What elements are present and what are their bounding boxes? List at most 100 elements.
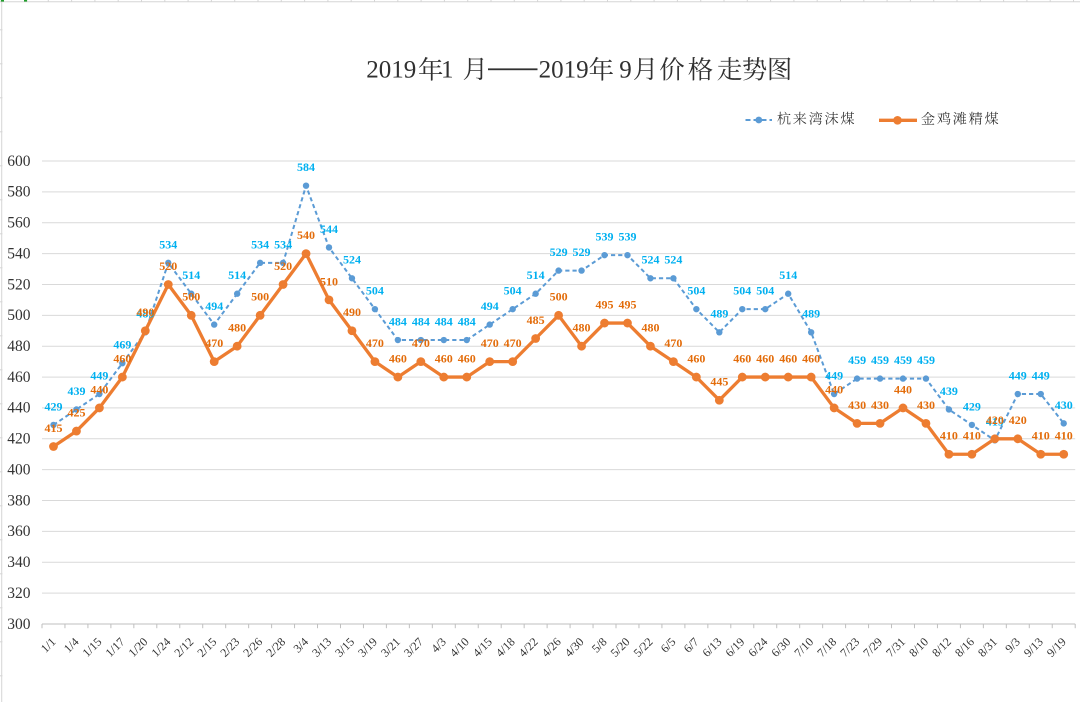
svg-text:544: 544 <box>320 222 338 236</box>
svg-text:500: 500 <box>550 290 568 304</box>
svg-text:430: 430 <box>848 398 866 412</box>
svg-text:494: 494 <box>481 299 499 313</box>
svg-text:420: 420 <box>1009 413 1027 427</box>
svg-text:460: 460 <box>802 351 820 365</box>
svg-text:520: 520 <box>274 259 292 273</box>
svg-text:470: 470 <box>504 336 522 350</box>
svg-text:460: 460 <box>458 351 476 365</box>
svg-text:514: 514 <box>527 268 545 282</box>
svg-text:520: 520 <box>7 276 31 293</box>
svg-text:430: 430 <box>917 398 935 412</box>
svg-text:480: 480 <box>641 321 659 335</box>
svg-text:510: 510 <box>320 274 338 288</box>
svg-text:320: 320 <box>7 585 31 602</box>
svg-text:420: 420 <box>986 413 1004 427</box>
svg-text:430: 430 <box>871 398 889 412</box>
svg-text:410: 410 <box>940 429 958 443</box>
svg-text:600: 600 <box>7 153 31 170</box>
svg-text:539: 539 <box>596 230 614 244</box>
svg-text:430: 430 <box>1055 398 1073 412</box>
svg-text:489: 489 <box>136 307 154 321</box>
svg-text:514: 514 <box>182 268 200 282</box>
svg-text:2019: 2019 <box>539 56 589 83</box>
svg-text:449: 449 <box>90 368 108 382</box>
svg-text:439: 439 <box>67 384 85 398</box>
svg-text:470: 470 <box>205 336 223 350</box>
svg-text:440: 440 <box>90 382 108 396</box>
svg-text:514: 514 <box>228 268 246 282</box>
svg-text:449: 449 <box>1009 368 1027 382</box>
svg-text:520: 520 <box>159 259 177 273</box>
svg-text:504: 504 <box>733 284 751 298</box>
svg-text:459: 459 <box>917 353 935 367</box>
svg-text:470: 470 <box>366 336 384 350</box>
svg-text:419: 419 <box>986 415 1004 429</box>
svg-text:529: 529 <box>550 245 568 259</box>
svg-text:580: 580 <box>7 184 31 201</box>
svg-text:449: 449 <box>825 368 843 382</box>
svg-text:489: 489 <box>802 307 820 321</box>
svg-text:560: 560 <box>7 215 31 232</box>
svg-text:460: 460 <box>113 351 131 365</box>
svg-text:480: 480 <box>7 338 31 355</box>
svg-text:440: 440 <box>7 400 31 417</box>
svg-text:459: 459 <box>894 353 912 367</box>
svg-text:420: 420 <box>7 431 31 448</box>
svg-text:429: 429 <box>44 399 62 413</box>
svg-text:470: 470 <box>412 336 430 350</box>
svg-text:445: 445 <box>710 375 728 389</box>
svg-text:504: 504 <box>756 284 774 298</box>
svg-text:470: 470 <box>664 336 682 350</box>
svg-text:2019: 2019 <box>366 56 416 83</box>
svg-text:490: 490 <box>136 305 154 319</box>
svg-text:504: 504 <box>504 284 522 298</box>
svg-text:340: 340 <box>7 554 31 571</box>
svg-text:539: 539 <box>618 230 636 244</box>
svg-text:584: 584 <box>297 160 315 174</box>
svg-text:494: 494 <box>205 299 223 313</box>
svg-text:540: 540 <box>7 245 31 262</box>
svg-text:425: 425 <box>67 405 85 419</box>
svg-text:380: 380 <box>7 492 31 509</box>
svg-text:439: 439 <box>940 384 958 398</box>
svg-text:469: 469 <box>113 338 131 352</box>
svg-text:484: 484 <box>412 314 430 328</box>
svg-text:524: 524 <box>343 253 361 267</box>
svg-text:460: 460 <box>435 351 453 365</box>
svg-text:415: 415 <box>44 421 62 435</box>
svg-text:429: 429 <box>963 399 981 413</box>
svg-text:459: 459 <box>848 353 866 367</box>
svg-text:9: 9 <box>619 56 632 83</box>
svg-text:484: 484 <box>458 314 476 328</box>
svg-text:470: 470 <box>481 336 499 350</box>
svg-text:410: 410 <box>963 429 981 443</box>
svg-text:480: 480 <box>573 321 591 335</box>
svg-text:490: 490 <box>343 305 361 319</box>
svg-text:410: 410 <box>1055 429 1073 443</box>
svg-text:504: 504 <box>366 284 384 298</box>
svg-text:534: 534 <box>274 237 292 251</box>
svg-text:440: 440 <box>894 382 912 396</box>
svg-text:459: 459 <box>871 353 889 367</box>
svg-text:400: 400 <box>7 461 31 478</box>
svg-text:489: 489 <box>710 307 728 321</box>
svg-text:485: 485 <box>527 313 545 327</box>
svg-text:534: 534 <box>251 237 269 251</box>
svg-text:495: 495 <box>618 297 636 311</box>
svg-text:449: 449 <box>1032 368 1050 382</box>
svg-text:514: 514 <box>779 268 797 282</box>
svg-text:500: 500 <box>251 290 269 304</box>
svg-text:529: 529 <box>573 245 591 259</box>
svg-text:460: 460 <box>779 351 797 365</box>
svg-text:460: 460 <box>733 351 751 365</box>
svg-text:484: 484 <box>389 314 407 328</box>
svg-text:534: 534 <box>159 237 177 251</box>
svg-text:504: 504 <box>687 284 705 298</box>
svg-text:300: 300 <box>7 616 31 633</box>
svg-text:524: 524 <box>641 253 659 267</box>
svg-text:460: 460 <box>389 351 407 365</box>
svg-text:1: 1 <box>441 56 454 83</box>
svg-text:440: 440 <box>825 382 843 396</box>
svg-text:410: 410 <box>1032 429 1050 443</box>
svg-text:484: 484 <box>435 314 453 328</box>
